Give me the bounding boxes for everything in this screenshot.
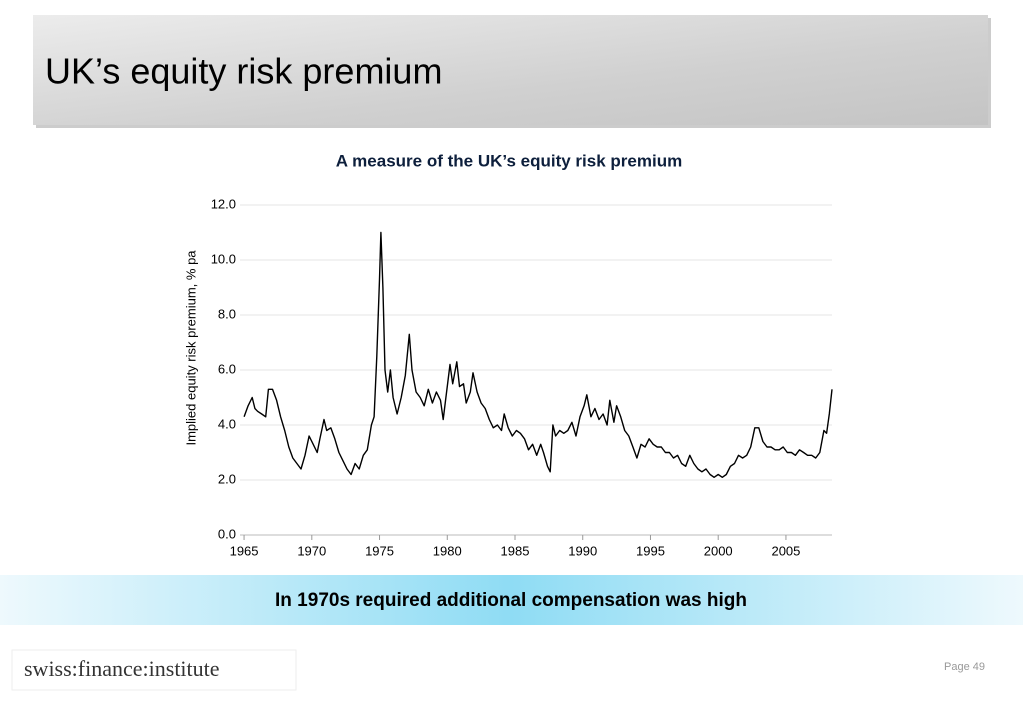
y-tick-label: 4.0 [218,416,236,431]
y-tick-label: 0.0 [218,526,236,541]
banner [0,575,1023,625]
x-tick-label: 1975 [365,543,394,558]
x-tick-label: 1990 [568,543,597,558]
x-tick-label: 1965 [230,543,259,558]
x-tick-label: 1995 [636,543,665,558]
y-tick-label: 6.0 [218,361,236,376]
x-tick-label: 1980 [433,543,462,558]
chart-title: A measure of the UK’s equity risk premiu… [336,151,682,170]
x-tick-label: 1970 [297,543,326,558]
banner-text: In 1970s required additional compensatio… [275,590,747,611]
header-band [33,15,988,125]
y-tick-label: 8.0 [218,306,236,321]
y-axis-label: Implied equity risk premium, % pa [183,250,198,446]
x-tick-label: 2000 [704,543,733,558]
y-tick-label: 12.0 [211,196,236,211]
series-line [243,231,833,478]
logo: swiss:finance:institute [24,656,220,681]
page-number: Page 49 [944,661,985,673]
y-tick-label: 2.0 [218,471,236,486]
y-tick-label: 10.0 [211,251,236,266]
slide-title: UK’s equity risk premium [45,51,442,92]
x-tick-label: 2005 [771,543,800,558]
x-tick-label: 1985 [501,543,530,558]
logo-box [11,649,297,691]
